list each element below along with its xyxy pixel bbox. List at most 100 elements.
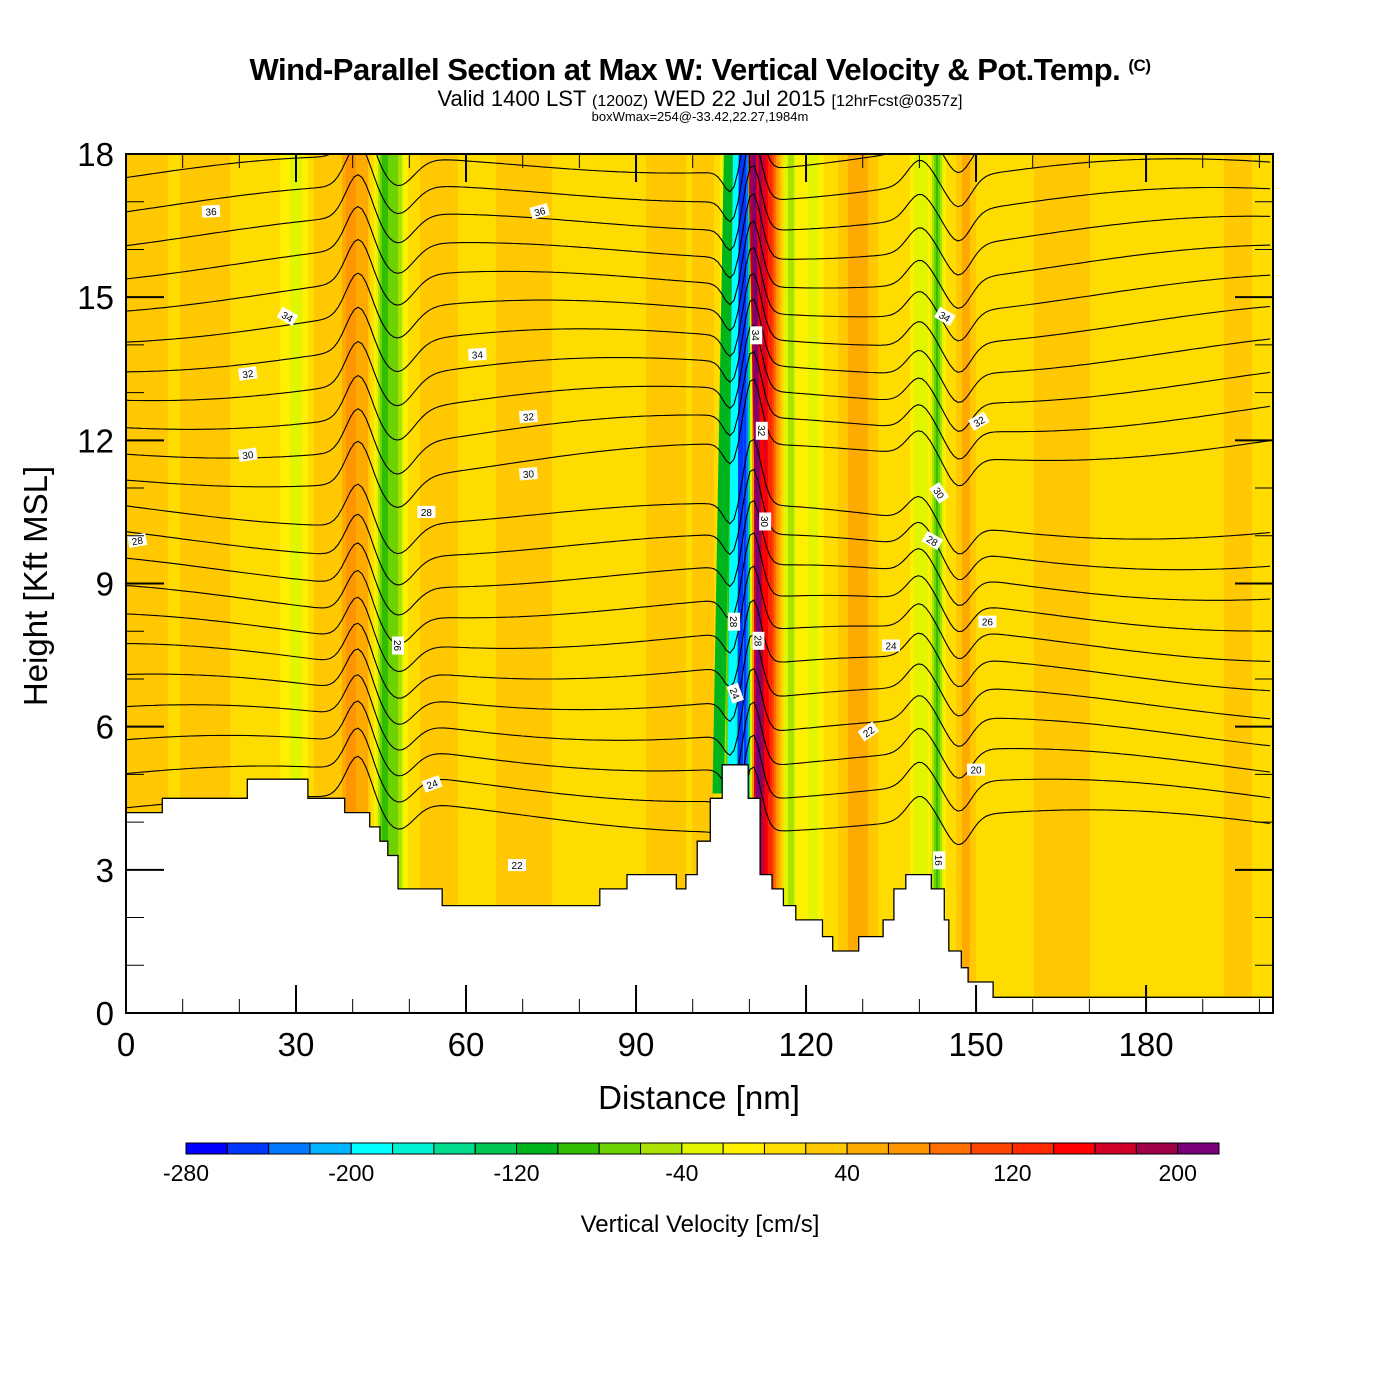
- colorbar-segment: [970, 1142, 1013, 1155]
- w-column: [890, 154, 893, 1013]
- w-column: [788, 154, 791, 1013]
- w-column: [644, 154, 647, 1013]
- w-column: [654, 154, 657, 1013]
- w-column: [794, 154, 797, 1013]
- w-column: [486, 154, 489, 1013]
- w-column: [950, 154, 953, 1013]
- w-column: [646, 154, 649, 1013]
- w-column: [688, 154, 691, 1013]
- w-column: [358, 154, 361, 1013]
- w-column: [572, 154, 575, 1013]
- w-column: [886, 154, 889, 1013]
- contour-label: 36: [201, 204, 221, 219]
- w-column: [542, 154, 545, 1013]
- w-column: [834, 154, 837, 1013]
- theta-contour-line: [126, 599, 1271, 699]
- w-column: [406, 154, 409, 1013]
- w-column: [342, 154, 345, 1013]
- w-column: [810, 154, 813, 1013]
- forecast-info: [12hrFcst@0357z]: [831, 93, 963, 110]
- contour-label: 34: [468, 347, 487, 362]
- contour-label-box: [968, 411, 990, 431]
- w-column: [360, 154, 363, 1013]
- w-column: [178, 154, 181, 1013]
- w-column: [624, 154, 627, 1013]
- contour-label-box: [755, 421, 768, 440]
- w-column: [1156, 154, 1159, 1013]
- w-column: [786, 154, 789, 1013]
- contour-label-text: 16: [932, 855, 943, 867]
- w-column: [480, 154, 483, 1013]
- theta-contour-line: [126, 667, 1271, 757]
- contour-label-box: [882, 639, 900, 652]
- w-column: [1158, 154, 1161, 1013]
- w-column: [1184, 154, 1187, 1013]
- theta-contour-line: [126, 531, 1271, 645]
- contour-label-box: [518, 409, 538, 424]
- w-column: [426, 154, 429, 1013]
- colorbar-segment: [722, 1142, 765, 1155]
- w-column: [802, 154, 805, 1013]
- w-column: [568, 154, 571, 1013]
- w-column: [704, 154, 707, 1013]
- colorbar-segment: [929, 1142, 972, 1155]
- w-column: [332, 154, 335, 1013]
- w-column: [896, 154, 899, 1013]
- w-column: [934, 154, 937, 1013]
- w-column: [380, 154, 383, 1013]
- w-column: [954, 154, 957, 1013]
- w-column: [912, 154, 915, 1013]
- w-column: [836, 154, 839, 1013]
- x-tick-label: 180: [1119, 1026, 1174, 1063]
- w-column: [696, 154, 699, 1013]
- w-column: [176, 154, 179, 1013]
- contour-label-text: 24: [885, 642, 897, 653]
- contour-label-box: [468, 347, 487, 361]
- w-column: [878, 154, 881, 1013]
- w-column: [858, 154, 861, 1013]
- w-column: [496, 154, 499, 1013]
- theta-contour-line: [126, 350, 1271, 475]
- w-column: [838, 154, 841, 1013]
- contour-label: 28: [727, 612, 741, 631]
- w-column: [1186, 154, 1189, 1013]
- w-column: [684, 154, 687, 1013]
- w-column: [820, 154, 823, 1013]
- w-column: [428, 154, 431, 1013]
- w-column: [256, 154, 259, 1013]
- colorbar-segment: [350, 1142, 394, 1155]
- w-column: [1200, 154, 1203, 1013]
- w-column: [1216, 154, 1219, 1013]
- w-column: [864, 154, 867, 1013]
- valid-time: Valid 1400 LST: [437, 86, 586, 111]
- y-tick-label: 0: [96, 995, 114, 1032]
- w-column: [362, 154, 365, 1013]
- contour-label: 34: [276, 306, 299, 326]
- w-column: [806, 154, 809, 1013]
- colorbar-tick-label: -120: [494, 1160, 540, 1186]
- w-column: [750, 154, 753, 1013]
- contour-label-text: 30: [758, 516, 769, 528]
- w-column: [348, 154, 351, 1013]
- w-column: [186, 154, 189, 1013]
- w-column: [556, 154, 559, 1013]
- y-tick-label: 3: [96, 852, 114, 889]
- contour-label-box: [759, 512, 772, 531]
- w-column: [698, 154, 701, 1013]
- w-column: [702, 154, 705, 1013]
- w-column: [612, 154, 615, 1013]
- w-column: [228, 154, 231, 1013]
- w-column: [772, 154, 775, 1013]
- contour-label-text: 20: [970, 766, 982, 777]
- w-column: [504, 154, 507, 1013]
- w-column: [690, 154, 693, 1013]
- w-column: [554, 154, 557, 1013]
- w-column: [308, 154, 311, 1013]
- w-column: [848, 154, 851, 1013]
- w-column: [164, 154, 167, 1013]
- w-column: [598, 154, 601, 1013]
- w-column: [1116, 154, 1119, 1013]
- w-column: [1066, 154, 1069, 1013]
- x-tick-labels: 0 30 60 90 120 150 180: [117, 1026, 1174, 1063]
- w-column: [440, 154, 443, 1013]
